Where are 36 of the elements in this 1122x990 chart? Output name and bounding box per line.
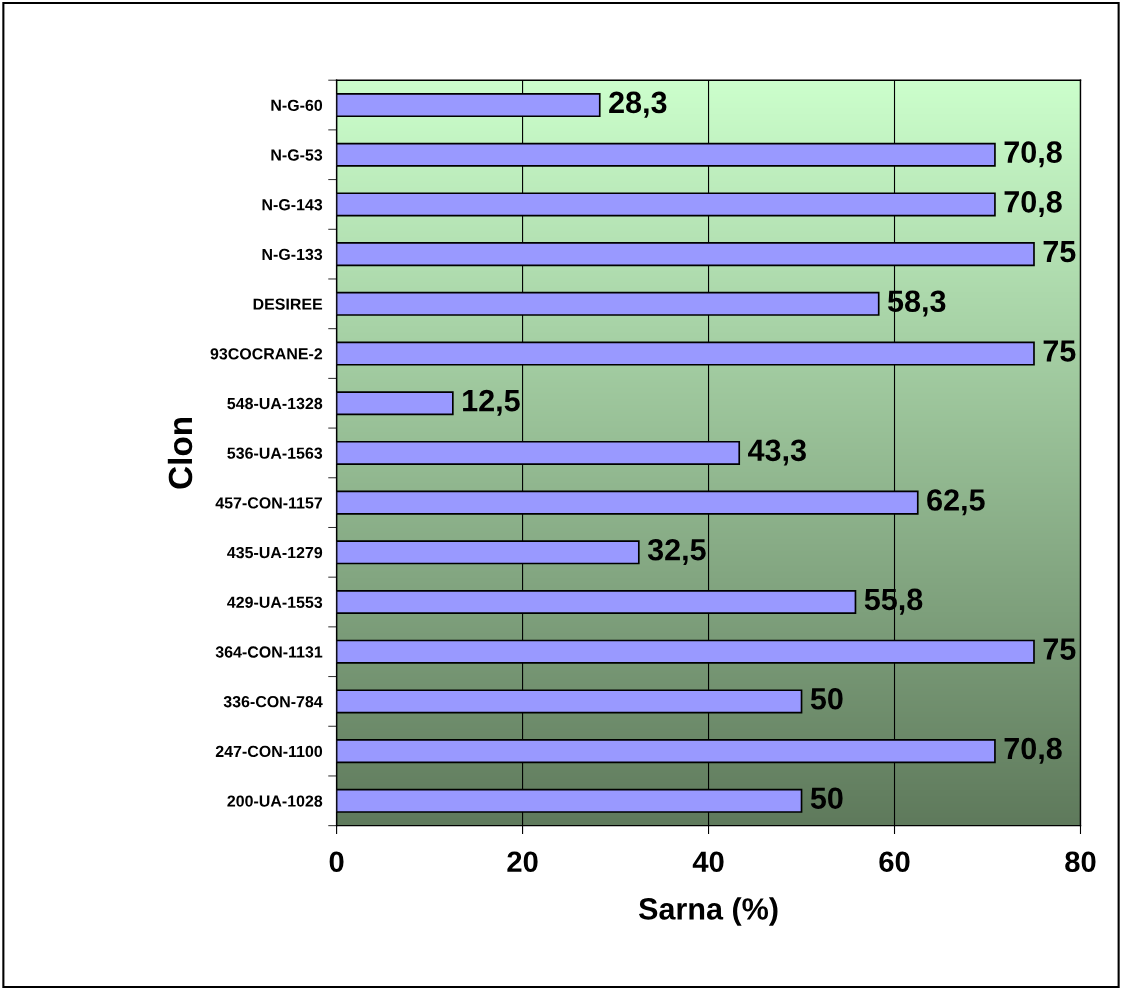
data-label: 28,3 xyxy=(609,91,667,118)
x-axis-title: Sarna (%) xyxy=(638,897,778,926)
y-tick-label: DESIREE xyxy=(253,298,323,310)
data-label: 75 xyxy=(1043,638,1076,660)
data-label: 75 xyxy=(1043,340,1076,362)
y-tick-label: 536-UA-1563 xyxy=(227,447,323,459)
x-tick-label: 0 xyxy=(329,851,344,873)
y-tick-label: 364-CON-1131 xyxy=(215,646,323,658)
x-tick-label: 20 xyxy=(507,851,538,873)
y-tick-label: N-G-53 xyxy=(271,149,323,161)
y-tick-label: 457-CON-1157 xyxy=(215,497,323,509)
bar xyxy=(336,391,454,416)
y-tick-label: 429-UA-1553 xyxy=(227,596,323,608)
y-tick-label: 200-UA-1028 xyxy=(227,795,323,807)
data-label: 50 xyxy=(810,787,843,810)
y-tick-label: 435-UA-1279 xyxy=(227,546,323,559)
data-label: 70,8 xyxy=(1004,737,1062,764)
y-tick-label: 93COCRANE-2 xyxy=(210,348,323,360)
y-axis-title: Clon xyxy=(167,417,193,489)
y-tick-label: N-G-143 xyxy=(262,199,323,211)
x-tick-label: 60 xyxy=(879,851,910,873)
y-tick-label: 336-CON-784 xyxy=(223,696,323,708)
y-tick-label: N-G-133 xyxy=(262,248,323,261)
data-label: 70,8 xyxy=(1004,141,1062,168)
y-tick-label: N-G-60 xyxy=(271,99,323,111)
data-label: 70,8 xyxy=(1004,191,1062,218)
y-tick-label: 247-CON-1100 xyxy=(215,745,323,758)
data-label: 62,5 xyxy=(927,489,985,516)
x-tick-label: 40 xyxy=(692,851,724,873)
data-label: 32,5 xyxy=(647,538,706,565)
data-label: 43,3 xyxy=(748,439,806,466)
data-label: 50 xyxy=(810,687,843,710)
x-tick-label: 80 xyxy=(1065,851,1096,873)
data-label: 75 xyxy=(1043,241,1076,263)
y-tick-label: 548-UA-1328 xyxy=(227,397,323,410)
data-label: 12,5 xyxy=(463,389,520,416)
